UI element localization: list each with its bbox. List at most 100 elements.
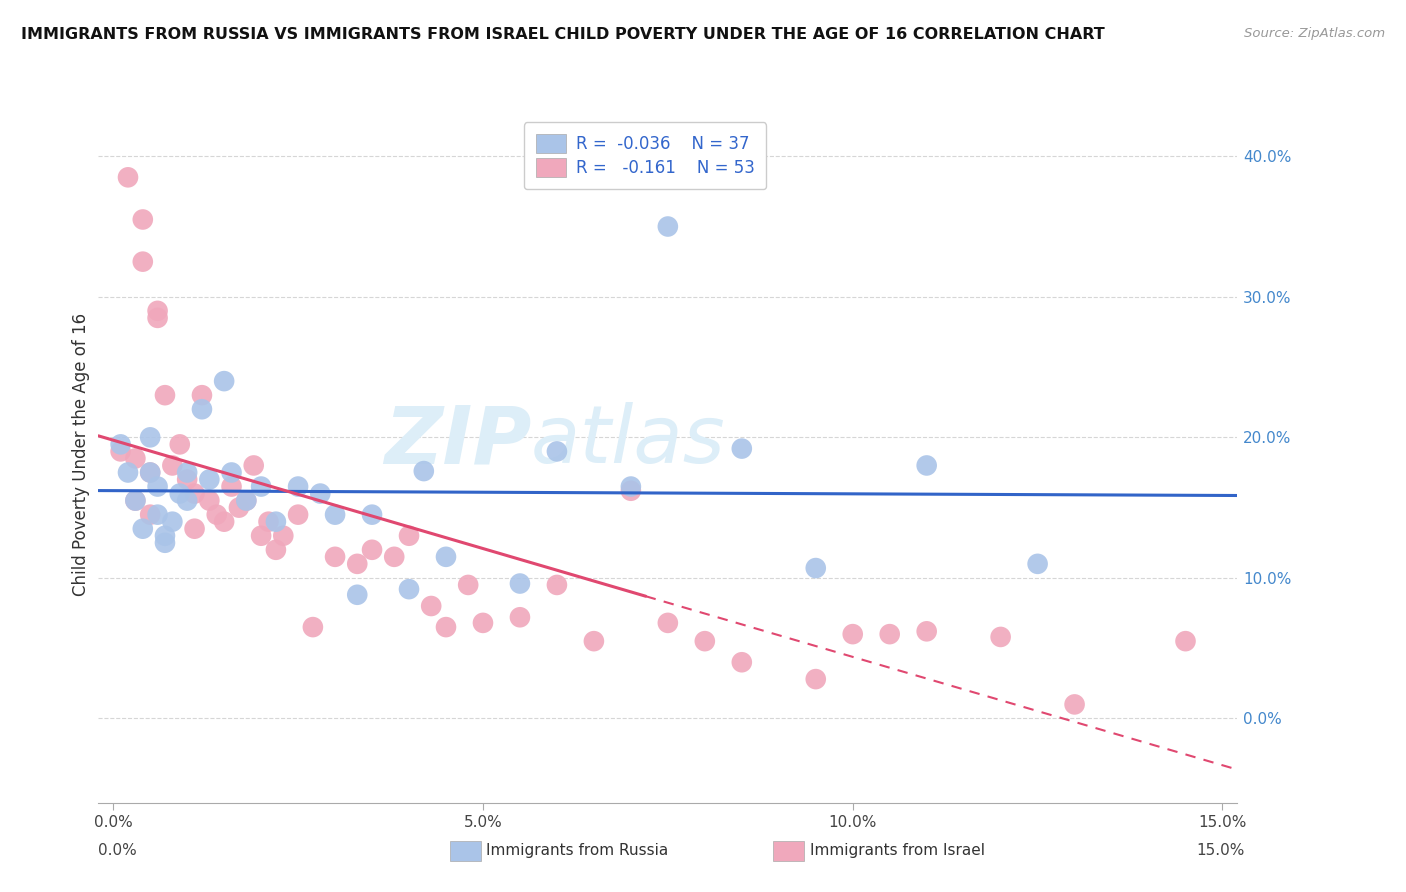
Point (620, 483, 643, 498)
Point (250, 529, 273, 543)
Point (257, 515, 280, 529)
Point (235, 493, 257, 508)
Text: 0.0%: 0.0% (98, 844, 138, 858)
Point (472, 615, 495, 630)
Point (264, 515, 287, 529)
Point (915, 458, 938, 473)
Point (841, 627, 863, 641)
Point (398, 582, 420, 596)
Point (176, 493, 198, 508)
Point (1026, 557, 1049, 571)
Point (287, 479, 309, 493)
Point (205, 508, 228, 522)
Point (398, 529, 420, 543)
Point (176, 466, 198, 480)
Point (582, 634, 605, 648)
Text: 15.0%: 15.0% (1197, 844, 1244, 858)
Point (346, 557, 368, 571)
Point (191, 402, 214, 417)
Point (169, 437, 191, 451)
Point (191, 388, 214, 402)
Point (132, 522, 155, 536)
Point (731, 655, 754, 669)
Point (1174, 634, 1197, 648)
Point (153, 388, 176, 402)
Point (620, 479, 643, 493)
Point (110, 437, 132, 451)
Point (198, 493, 221, 508)
Point (139, 508, 162, 522)
Point (434, 549, 457, 564)
Point (382, 549, 405, 564)
Point (657, 219, 679, 234)
Point (183, 522, 205, 536)
Point (139, 466, 162, 480)
Point (434, 620, 457, 634)
Point (346, 588, 368, 602)
Point (990, 630, 1012, 644)
Text: Immigrants from Israel: Immigrants from Israel (810, 844, 984, 858)
Point (302, 620, 325, 634)
Point (221, 466, 243, 480)
Point (457, 578, 479, 592)
Point (242, 458, 264, 473)
Y-axis label: Child Poverty Under the Age of 16: Child Poverty Under the Age of 16 (72, 313, 90, 597)
Point (169, 486, 191, 500)
Text: IMMIGRANTS FROM RUSSIA VS IMMIGRANTS FROM ISRAEL CHILD POVERTY UNDER THE AGE OF : IMMIGRANTS FROM RUSSIA VS IMMIGRANTS FRO… (21, 27, 1105, 42)
Point (235, 493, 257, 508)
Text: Source: ZipAtlas.com: Source: ZipAtlas.com (1244, 27, 1385, 40)
Point (228, 500, 250, 515)
Point (420, 599, 443, 613)
Point (132, 254, 155, 268)
Point (221, 479, 243, 493)
Point (804, 672, 827, 686)
Point (124, 451, 146, 466)
Point (309, 486, 332, 500)
Point (546, 444, 568, 458)
Point (162, 458, 184, 473)
Point (731, 442, 754, 456)
Point (162, 515, 184, 529)
Point (509, 576, 531, 591)
Point (250, 479, 273, 493)
Text: ZIP: ZIP (384, 402, 531, 480)
Point (176, 473, 198, 487)
Point (264, 542, 287, 557)
Point (915, 624, 938, 639)
Point (879, 627, 901, 641)
Point (1063, 698, 1085, 712)
Point (198, 473, 221, 487)
Point (146, 310, 169, 325)
Point (146, 303, 169, 318)
Point (124, 493, 146, 508)
Point (361, 508, 384, 522)
Point (509, 610, 531, 624)
Point (804, 561, 827, 575)
Point (153, 529, 176, 543)
Point (110, 444, 132, 458)
Point (546, 578, 568, 592)
Point (146, 508, 169, 522)
Point (146, 479, 169, 493)
Point (139, 466, 162, 480)
Point (323, 508, 346, 522)
Point (323, 549, 346, 564)
Point (183, 486, 205, 500)
Point (212, 374, 235, 388)
Point (412, 464, 434, 478)
Point (124, 493, 146, 508)
Point (139, 430, 162, 444)
Text: Immigrants from Russia: Immigrants from Russia (486, 844, 669, 858)
Point (271, 529, 294, 543)
Legend: R =  -0.036    N = 37, R =   -0.161    N = 53: R = -0.036 N = 37, R = -0.161 N = 53 (524, 122, 766, 189)
Point (117, 170, 139, 185)
Point (212, 515, 235, 529)
Point (361, 542, 384, 557)
Point (132, 212, 155, 227)
Point (117, 466, 139, 480)
Point (153, 535, 176, 549)
Point (693, 634, 716, 648)
Point (657, 615, 679, 630)
Text: atlas: atlas (531, 402, 725, 480)
Point (287, 508, 309, 522)
